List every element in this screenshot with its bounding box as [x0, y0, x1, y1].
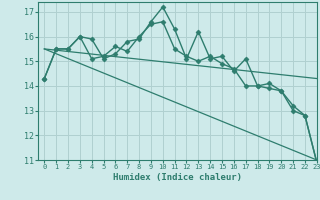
X-axis label: Humidex (Indice chaleur): Humidex (Indice chaleur) — [113, 173, 242, 182]
